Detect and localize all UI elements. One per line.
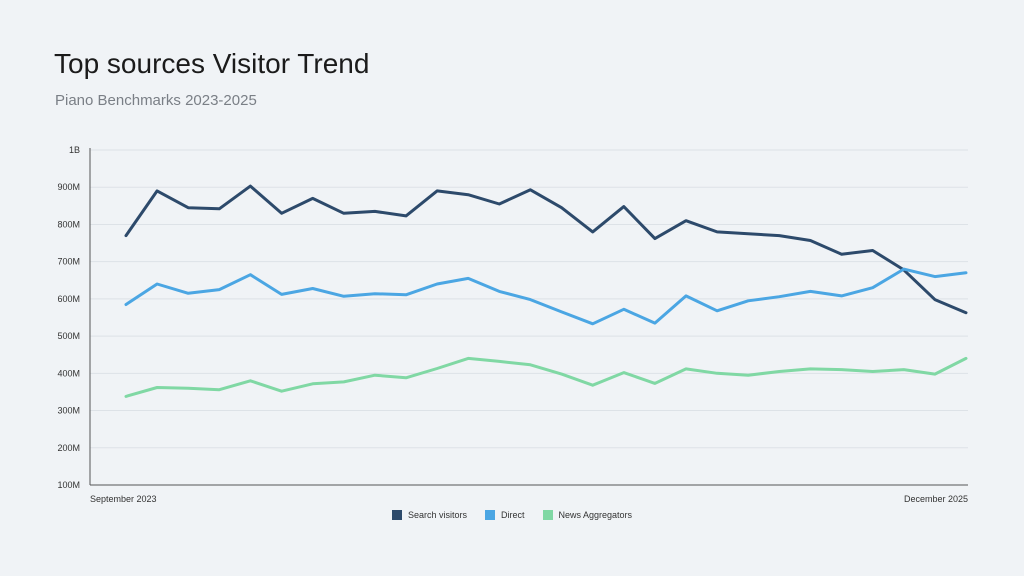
series-layer [124,184,968,398]
y-tick-label: 700M [57,257,80,267]
legend-label: Direct [500,510,525,520]
x-tick-labels: September 2023 December 2025 [90,494,968,504]
legend-swatch [391,510,402,520]
axis-layer [89,148,968,486]
legend-item: Search visitors [391,510,467,520]
legend-swatch [542,510,553,520]
chart-subtitle: Piano Benchmarks 2023-2025 [55,92,257,109]
y-tick-label: 100M [57,480,80,490]
series-line-news-aggregators [124,356,968,398]
legend-label: News Aggregators [558,510,633,520]
x-tick-label: September 2023 [90,494,157,504]
x-tick-label: December 2025 [904,494,968,504]
y-tick-label: 800M [57,219,80,229]
legend-item: News Aggregators [542,510,633,520]
series-line-search-visitors [124,184,968,315]
chart-title: Top sources Visitor Trend [54,48,370,79]
y-tick-label: 200M [57,443,80,453]
y-tick-label: 900M [57,182,80,192]
legend-swatch [484,510,495,520]
legend-item: Direct [484,510,525,520]
y-tick-label: 500M [57,331,80,341]
legend-label: Search visitors [407,510,467,520]
series-line-direct [124,267,968,326]
y-tick-label: 1B [69,145,80,155]
y-tick-label: 400M [57,368,80,378]
y-tick-label: 600M [57,294,80,304]
chart-legend: Search visitors Direct News Aggregators [0,510,1024,520]
y-tick-labels: 100M 200M 300M 400M 500M 600M 700M 800M 900M 1B [57,145,80,490]
grid-layer [90,149,968,449]
y-tick-label: 300M [57,406,80,416]
